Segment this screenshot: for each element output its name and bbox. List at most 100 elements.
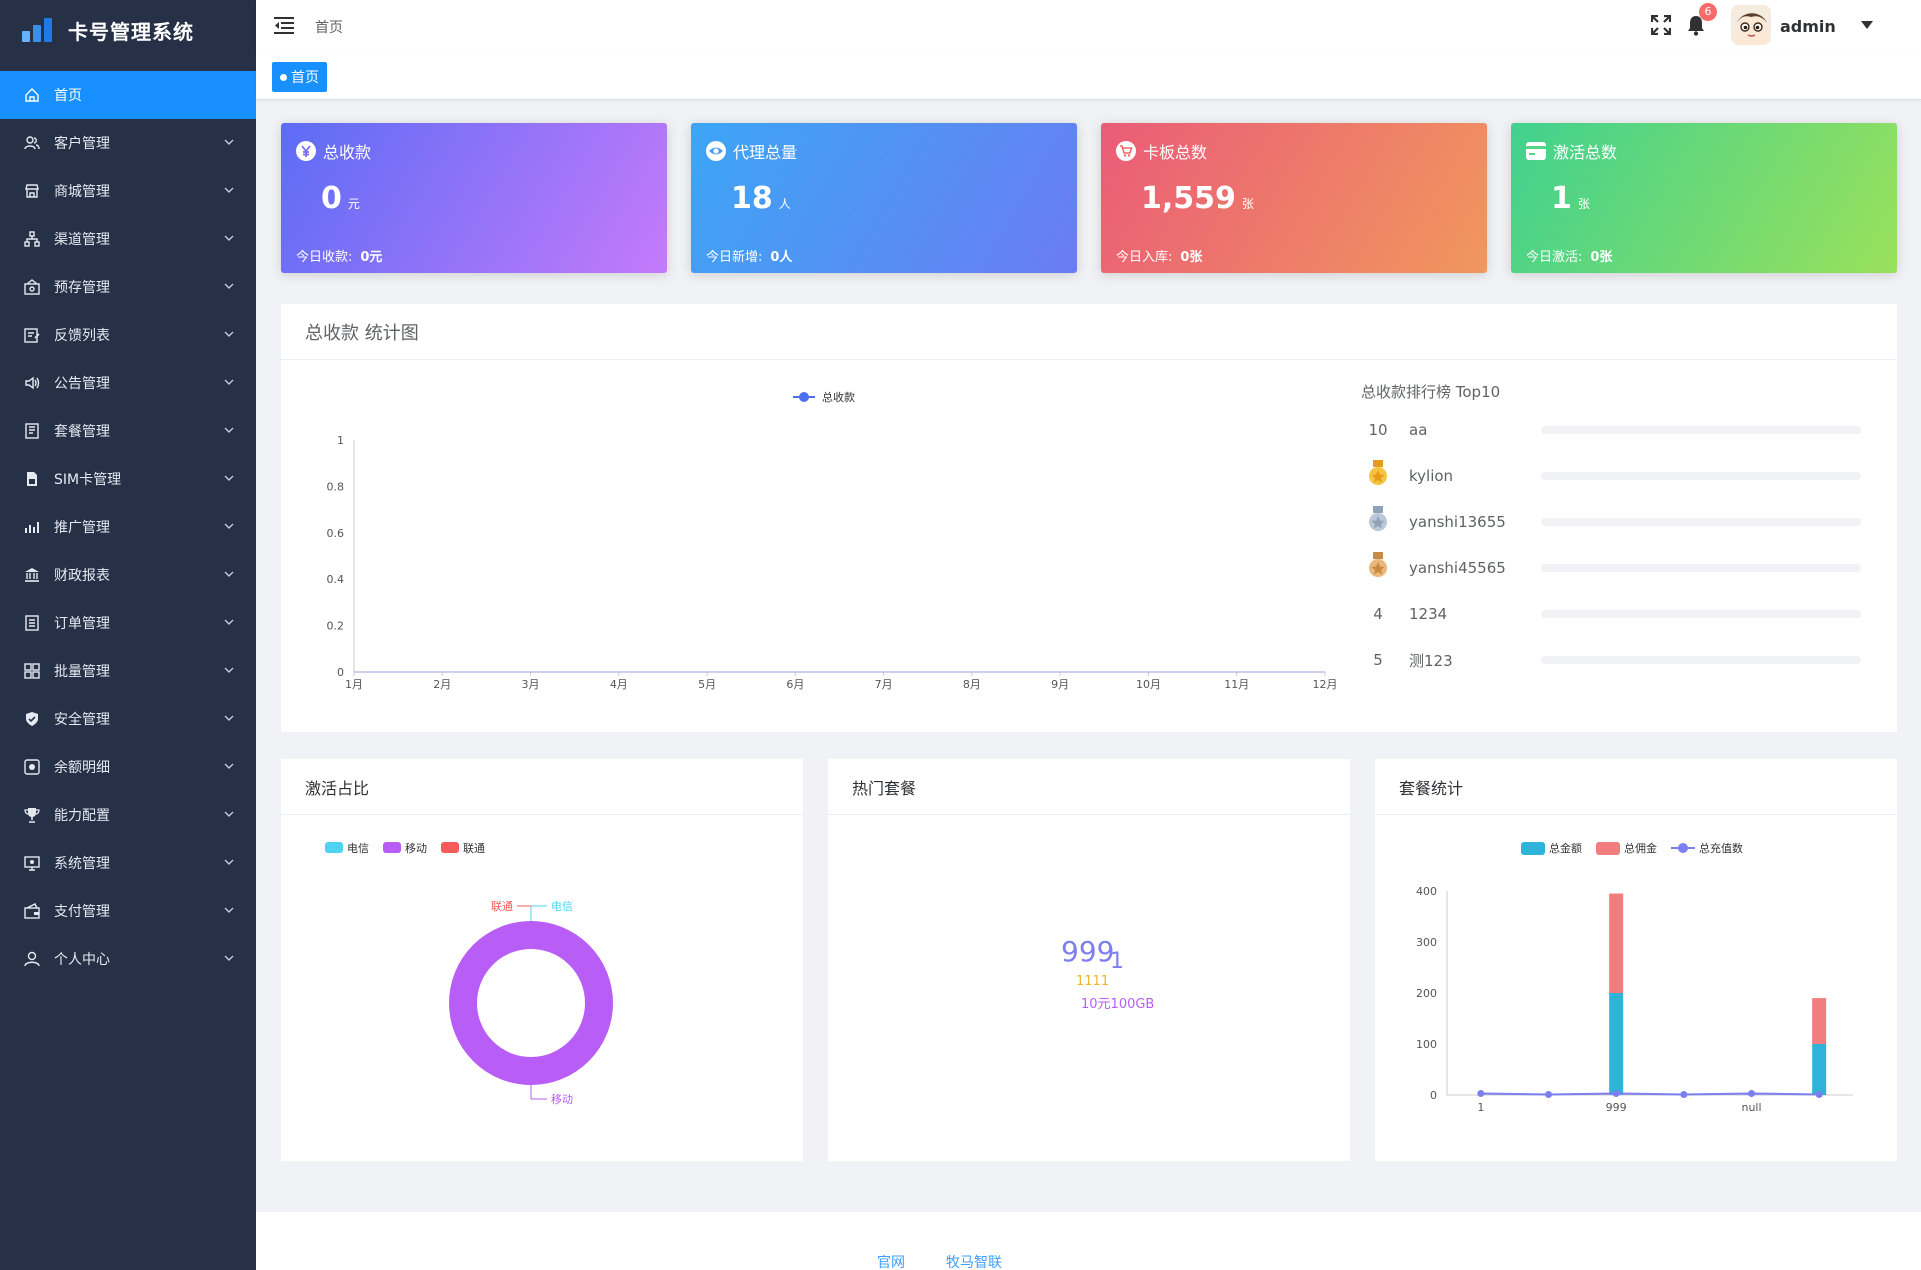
card-footer-value: 0人: [770, 250, 793, 265]
chevron-down-icon: [224, 907, 234, 913]
medal-icon: [1361, 460, 1395, 492]
sidebar-item[interactable]: 公告管理: [0, 359, 256, 407]
footer: 官网 牧马智联: [256, 1212, 1921, 1270]
sim-icon: [24, 471, 40, 487]
sidebar-item[interactable]: 商城管理: [0, 167, 256, 215]
list-icon: [24, 615, 40, 631]
chevron-down-icon: [224, 379, 234, 385]
sidebar-item[interactable]: 能力配置: [0, 791, 256, 839]
rank-name: 1234: [1409, 605, 1448, 623]
users-icon: [24, 135, 40, 151]
sidebar-item[interactable]: 支付管理: [0, 887, 256, 935]
medal-icon: [1361, 552, 1395, 584]
sidebar-item-label: 系统管理: [54, 856, 110, 872]
bar-total-amount: [1812, 1044, 1827, 1095]
panel-title: 激活占比: [281, 759, 803, 815]
word-cloud-item: 999: [1061, 935, 1115, 968]
x-tick-label: 8月: [963, 678, 981, 691]
sidebar-item-label: 渠道管理: [54, 232, 110, 248]
x-tick-label: 9月: [1051, 678, 1069, 691]
y-tick-label: 0.4: [327, 573, 345, 586]
username[interactable]: admin: [1780, 17, 1836, 36]
rank-number: 4: [1373, 605, 1383, 623]
breadcrumb[interactable]: 首页: [315, 20, 343, 36]
card-footer-label: 今日激活:: [1526, 250, 1583, 265]
footer-link-company[interactable]: 牧马智联: [946, 1255, 1002, 1270]
y-tick-label: 1: [337, 434, 344, 447]
line-point: [1545, 1090, 1552, 1098]
chevron-down-icon: [224, 811, 234, 817]
sidebar-item[interactable]: 余额明细: [0, 743, 256, 791]
legend-label: 移动: [405, 842, 427, 855]
legend-swatch: [325, 842, 343, 853]
eye-icon: [706, 141, 726, 161]
store-icon: [24, 183, 40, 199]
rank-name: kylion: [1409, 467, 1454, 485]
pie-slice: [449, 921, 613, 1085]
rank-bar: [1541, 426, 1861, 434]
bell-icon[interactable]: [1686, 14, 1706, 36]
user-icon: [24, 951, 40, 967]
sidebar-item-label: 推广管理: [54, 520, 110, 536]
chart-icon: [24, 519, 40, 535]
word-cloud: 999 1 1111 10元100GB: [828, 815, 1350, 1161]
legend-marker: [1678, 843, 1688, 853]
rank-bar: [1541, 656, 1861, 664]
card-footer-value: 0元: [360, 250, 383, 265]
line-point: [1815, 1090, 1823, 1098]
card-cards-total: 卡板总数 1,559 张 今日入库: 0张: [1101, 123, 1487, 273]
chevron-down-icon: [224, 187, 234, 193]
ranking-title: 总收款排行榜 Top10: [1361, 383, 1501, 401]
sidebar-item[interactable]: 渠道管理: [0, 215, 256, 263]
home-icon: [24, 87, 40, 103]
sidebar-item[interactable]: 反馈列表: [0, 311, 256, 359]
card-value: 1,559: [1141, 181, 1236, 216]
word-cloud-item: 1111: [1076, 974, 1110, 989]
sidebar-item[interactable]: 首页: [0, 71, 256, 119]
sidebar-item[interactable]: 推广管理: [0, 503, 256, 551]
chevron-down-icon: [224, 859, 234, 865]
sidebar-item[interactable]: 客户管理: [0, 119, 256, 167]
panel-title: 热门套餐: [828, 759, 1350, 815]
footer-link-official[interactable]: 官网: [877, 1255, 905, 1270]
rank-name: yanshi45565: [1409, 559, 1506, 577]
card-unit: 人: [778, 197, 791, 211]
ranking-row: 10 aa: [1361, 415, 1881, 445]
sidebar-item-label: 预存管理: [54, 280, 110, 296]
chevron-down-icon: [224, 331, 234, 337]
y-tick-label: 0.6: [327, 527, 345, 540]
sidebar-item[interactable]: SIM卡管理: [0, 455, 256, 503]
sidebar-item[interactable]: 系统管理: [0, 839, 256, 887]
sidebar-item[interactable]: 预存管理: [0, 263, 256, 311]
panel-title: 套餐统计: [1375, 759, 1897, 815]
caret-down-icon[interactable]: [1861, 21, 1873, 29]
card-value: 0: [321, 181, 342, 216]
tags-view: 首页: [256, 50, 1921, 100]
sidebar-item-label: 批量管理: [54, 664, 110, 680]
sidebar-item[interactable]: 安全管理: [0, 695, 256, 743]
tag-home[interactable]: 首页: [272, 62, 327, 92]
x-tick-label: 1: [1477, 1101, 1484, 1114]
sidebar-item[interactable]: 套餐管理: [0, 407, 256, 455]
legend-label: 总收款: [822, 390, 855, 404]
sidebar-item-label: 支付管理: [54, 904, 110, 920]
sidebar-item[interactable]: 个人中心: [0, 935, 256, 983]
sidebar-item[interactable]: 订单管理: [0, 599, 256, 647]
x-tick-label: 10月: [1136, 678, 1161, 691]
card-unit: 张: [1241, 197, 1254, 211]
legend-label: 联通: [463, 842, 485, 855]
y-tick-label: 0: [337, 666, 344, 679]
line-point: [1748, 1089, 1755, 1097]
medal-icon: [1361, 506, 1395, 538]
sidebar-item[interactable]: 批量管理: [0, 647, 256, 695]
avatar[interactable]: [1731, 5, 1771, 45]
menu-toggle-icon[interactable]: [274, 16, 294, 34]
rank-bar: [1541, 564, 1861, 572]
fullscreen-icon[interactable]: [1651, 15, 1671, 35]
legend-swatch: [1596, 842, 1620, 855]
network-icon: [24, 231, 40, 247]
speaker-icon: [24, 375, 40, 391]
card-icon: [1526, 142, 1546, 160]
sidebar-item[interactable]: 财政报表: [0, 551, 256, 599]
